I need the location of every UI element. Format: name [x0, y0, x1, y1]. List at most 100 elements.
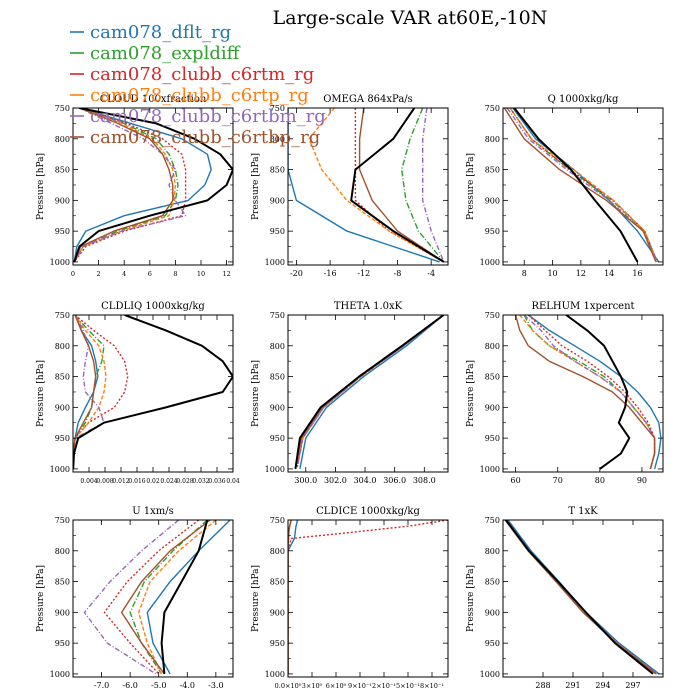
series-line-cam078-dflt-rg: [288, 108, 440, 263]
panel-title: U 1xm/s: [132, 506, 174, 517]
series-line-OBS: [73, 108, 233, 263]
x-tick-label: 14: [604, 269, 614, 278]
series-line-cam078-clubb-c6rtp-rg: [294, 315, 445, 470]
x-tick-label: 12: [576, 269, 586, 278]
x-tick-label: 8: [173, 270, 177, 278]
panel-title: CLDLIQ 1000xkg/kg: [101, 301, 205, 312]
y-tick-label: 950: [270, 639, 285, 648]
panel-title: Q 1000xkg/kg: [548, 94, 619, 105]
y-tick-label: 800: [485, 547, 500, 556]
series-line-cam078-clubb-c6rtbm-rg: [296, 315, 445, 470]
y-tick-label: 750: [485, 311, 500, 320]
y-tick-label: 1000: [265, 465, 285, 474]
y-tick-label: 800: [270, 547, 285, 556]
legend-label: cam078_clubb_c6rtbp_rg: [90, 127, 320, 148]
x-tick-label: 0.012: [112, 478, 129, 485]
x-tick-label: 0: [71, 270, 75, 278]
series-line-OBS: [513, 108, 639, 263]
panel-title: THETA 1.0xK: [334, 301, 403, 312]
y-tick-label: 750: [270, 516, 285, 525]
series-line-cam078-expldiff: [73, 315, 105, 469]
x-tick-label: 291: [565, 681, 580, 690]
panel-1: CLOUD 100xfraction Pressure [hPa] 750 800 85…: [36, 94, 234, 278]
y-axis-label: Pressure [hPa]: [36, 360, 46, 427]
y-tick-label: 850: [270, 373, 285, 382]
legend-item: cam078_expldiff: [70, 43, 241, 64]
plot-frame: [502, 314, 664, 473]
y-tick-label: 800: [485, 342, 500, 351]
y-tick-label: 900: [485, 608, 500, 617]
series-group: [288, 520, 448, 674]
series-line-cam078-clubb-c6rtbp-rg: [294, 315, 445, 470]
y-tick-label: 950: [485, 639, 500, 648]
panel-9: T 1xK Pressure [hPa] 750 800 850 900 950 1000 28…: [466, 506, 664, 690]
plot-frame: [72, 107, 234, 266]
x-tick-label: 304.0: [354, 476, 377, 485]
series-line-cam078-expldiff: [505, 520, 658, 675]
series-line-OBS: [565, 315, 631, 470]
legend-item: cam078_dflt_rg: [70, 22, 231, 43]
x-tick-label: 0.02: [146, 478, 160, 485]
series-line-cam078-expldiff: [523, 315, 656, 470]
y-tick-label: 900: [270, 608, 285, 617]
series-group: [503, 108, 660, 263]
y-tick-label: 800: [485, 135, 500, 144]
y-tick-label: 1000: [50, 670, 70, 679]
series-group: [73, 108, 233, 263]
x-tick-label: 2×10⁻¹: [372, 682, 396, 690]
y-tick-label: 950: [55, 434, 70, 443]
y-tick-label: 850: [485, 166, 500, 175]
series-line-cam078-dflt-rg: [146, 520, 231, 675]
x-tick-label: 0.008: [96, 478, 113, 485]
legend-item: cam078_clubb_c6rtbm_rg: [70, 106, 326, 127]
x-tick-label: 80: [595, 476, 605, 485]
x-tick-label: 302.0: [324, 476, 347, 485]
y-tick-label: 950: [55, 227, 70, 236]
series-line-cam078-dflt-rg: [299, 315, 445, 470]
series-line-cam078-clubb-c6rtbp-rg: [73, 108, 174, 263]
y-axis-label: Pressure [hPa]: [36, 565, 46, 632]
y-tick-label: 950: [270, 227, 285, 236]
panel-title: CLOUD 100xfraction: [100, 94, 207, 105]
series-line-cam078-clubb-c6rtbp-rg: [503, 108, 657, 263]
x-tick-label: -8: [394, 269, 402, 278]
y-tick-label: 900: [485, 196, 500, 205]
y-tick-label: 800: [270, 135, 285, 144]
x-tick-label: 308.0: [413, 476, 436, 485]
x-tick-label: 300.0: [294, 476, 317, 485]
series-line-cam078-clubb-c6rtbm-rg: [523, 315, 656, 470]
x-tick-label: 0.0×10⁰: [275, 682, 302, 690]
y-tick-label: 900: [55, 403, 70, 412]
series-line-cam078-clubb-c6rtbp-rg: [358, 108, 445, 263]
y-tick-label: 750: [270, 104, 285, 113]
series-line-cam078-clubb-c6rtbp-rg: [73, 315, 97, 469]
x-tick-label: 90: [637, 476, 647, 485]
x-tick-label: 8×10⁻¹: [420, 682, 444, 690]
series-line-cam078-dflt-rg: [73, 108, 212, 263]
panel-8: CLDICE 1000xkg/kg Pressure [hPa] 750 800 850…: [251, 506, 449, 690]
series-line-cam078-dflt-rg: [527, 315, 662, 470]
x-tick-label: 10: [197, 270, 205, 278]
x-tick-label: 16: [632, 269, 642, 278]
series-group: [288, 108, 445, 263]
series-line-cam078-clubb-c6rtm-rg: [505, 520, 658, 675]
panel-title: CLDICE 1000xkg/kg: [316, 506, 420, 517]
y-axis-label: Pressure [hPa]: [466, 153, 476, 220]
series-line-OBS: [294, 315, 445, 470]
series-line-cam078-expldiff: [296, 315, 445, 470]
x-tick-label: 3×10⁰: [302, 682, 323, 690]
y-axis-label: Pressure [hPa]: [251, 360, 261, 427]
series-line-cam078-clubb-c6rtp-rg: [519, 315, 656, 470]
y-tick-label: 1000: [480, 670, 500, 679]
y-tick-label: 900: [270, 196, 285, 205]
panel-title: OMEGA 864xPa/s: [323, 94, 413, 105]
y-tick-label: 950: [55, 639, 70, 648]
x-tick-label: 8: [522, 269, 527, 278]
y-tick-label: 850: [55, 373, 70, 382]
panel-title: RELHUM 1xpercent: [531, 301, 634, 312]
x-tick-label: -20: [290, 269, 303, 278]
series-line-cam078-clubb-c6rtbm-rg: [73, 315, 105, 469]
x-tick-label: 6×10⁰: [326, 682, 347, 690]
